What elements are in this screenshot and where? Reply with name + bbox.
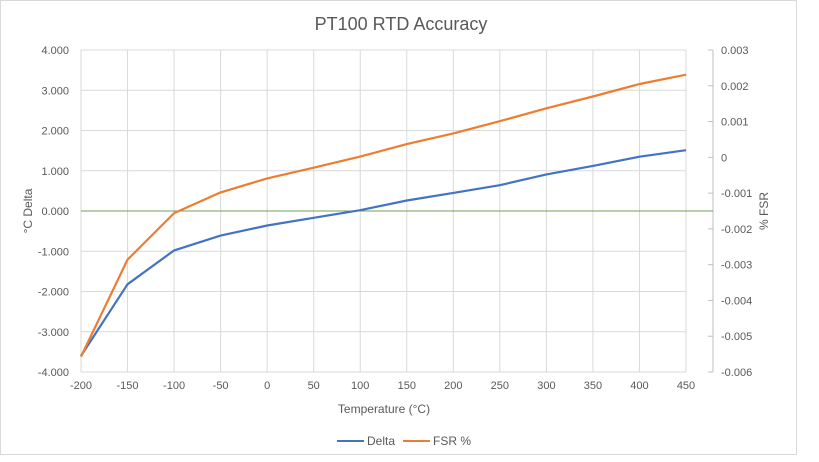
y-tick-label: 4.000	[41, 45, 69, 57]
legend: Delta FSR %	[337, 434, 471, 448]
y2-tick-label: -0.002	[721, 224, 752, 236]
y2-tick-label: -0.003	[721, 260, 752, 272]
y-tick-label: 1.000	[41, 166, 69, 178]
x-tick-label: 250	[491, 380, 509, 392]
x-tick-label: 100	[351, 380, 369, 392]
x-tick-label: 150	[398, 380, 416, 392]
y-tick-label: 3.000	[41, 85, 69, 97]
x-tick-label: -50	[213, 380, 229, 392]
y-tick-label: 0.000	[41, 206, 69, 218]
y2-tick-label: 0	[721, 152, 727, 164]
x-axis-title: Temperature (°C)	[338, 402, 430, 416]
x-tick-label: -200	[70, 380, 92, 392]
series-lines	[80, 73, 687, 358]
chart-svg: PT100 RTD Accuracy 4.000 3.000 2.000 1.000 0…	[21, 14, 771, 448]
y-tick-label: -2.000	[38, 287, 69, 299]
chart-area: PT100 RTD Accuracy 4.000 3.000 2.000 1.000 0…	[0, 0, 797, 455]
y2-tick-label: -0.001	[721, 188, 752, 200]
y2-axis-title: % FSR	[757, 192, 771, 230]
y-tick-label: 2.000	[41, 126, 69, 138]
x-tick-label: 50	[308, 380, 320, 392]
y-tick-label: -1.000	[38, 246, 69, 258]
x-tick-label: 350	[584, 380, 602, 392]
y2-tick-label: -0.006	[721, 367, 752, 379]
y2-tick-label: 0.003	[721, 45, 749, 57]
y2-tick-label: -0.004	[721, 295, 752, 307]
y2-tick-label: 0.002	[721, 81, 749, 93]
x-tick-label: 0	[264, 380, 270, 392]
y-tick-label: -4.000	[38, 367, 69, 379]
chart-title: PT100 RTD Accuracy	[315, 14, 488, 34]
y-tick-label: -3.000	[38, 327, 69, 339]
x-tick-label: -100	[163, 380, 185, 392]
gridlines	[80, 49, 714, 373]
x-tick-label: -150	[117, 380, 139, 392]
tick-labels: 4.000 3.000 2.000 1.000 0.000 -1.000 -2.000 -3.…	[38, 45, 752, 392]
legend-label-delta: Delta	[367, 434, 395, 448]
y-axis-title: °C Delta	[21, 188, 35, 233]
legend-label-fsr: FSR %	[433, 434, 471, 448]
series-line-fsr	[80, 73, 687, 358]
x-tick-label: 200	[444, 380, 462, 392]
x-tick-label: 300	[537, 380, 555, 392]
y2-tick-label: -0.005	[721, 331, 752, 343]
series-line-delta	[80, 149, 687, 357]
x-tick-label: 400	[630, 380, 648, 392]
y2-tick-label: 0.001	[721, 117, 749, 129]
x-tick-label: 450	[677, 380, 695, 392]
